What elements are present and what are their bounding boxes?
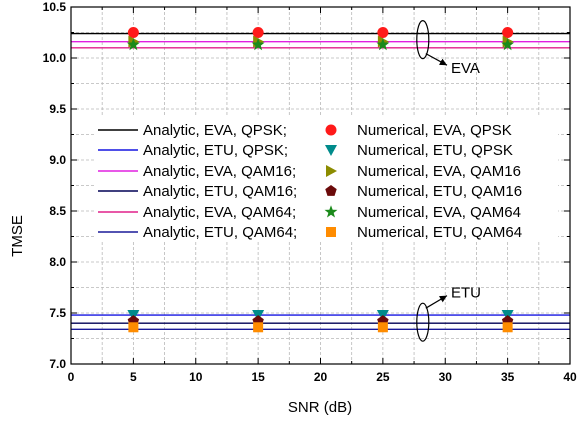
legend-entry: Numerical, ETU, QPSK [357,142,513,159]
legend-entry: Numerical, EVA, QPSK [357,122,512,139]
y-tick-label: 9.5 [49,102,66,116]
legend-entry: Analytic, EVA, QAM16; [143,163,296,180]
legend-marker-swatch [324,205,338,218]
series-layer [71,27,570,333]
y-tick-label: 7.5 [49,306,66,320]
data-point-10-3 [501,37,515,51]
legend-entry: Analytic, ETU, QAM64; [143,224,297,241]
legend-entry: Analytic, ETU, QPSK; [143,142,288,159]
data-point-11-1 [253,322,264,333]
x-tick-label: 15 [251,370,265,384]
x-tick-label: 0 [68,370,75,384]
annotation-layer: EVA ETU [416,20,481,342]
y-tick-label: 7.0 [49,357,66,371]
legend-entry: Analytic, EVA, QPSK; [143,122,287,139]
annotation-label: ETU [451,285,481,302]
y-tick-label: 8.0 [49,255,66,269]
data-point-6-2 [377,27,389,38]
y-tick-label: 8.5 [49,204,66,218]
legend-marker-swatch [325,145,337,156]
data-point-6-3 [502,27,514,38]
x-tick-label: 40 [563,370,577,384]
annotation-ellipse [416,20,430,60]
data-point-6-1 [252,27,264,38]
x-tick-label: 35 [501,370,515,384]
annotation-ellipse [416,302,430,342]
legend: Analytic, EVA, QPSK; Analytic, ETU, QPSK;… [96,117,558,241]
x-axis-label: SNR (dB) [288,399,352,416]
legend-background [96,117,558,241]
legend-marker-swatch [326,165,337,177]
legend-entry: Numerical, ETU, QAM16 [357,183,522,200]
x-tick-label: 10 [189,370,203,384]
annotation-label: EVA [451,60,480,77]
annotation-arrow [425,53,448,66]
axis-layer: 0 5 10 15 20 25 30 35 40 7.0 7.5 8.0 8.5 9.0 9.5 10.0 10… [43,0,577,384]
data-point-11-2 [377,322,388,333]
x-tick-label: 25 [376,370,390,384]
legend-entry: Numerical, EVA, QAM64 [357,204,521,221]
legend-marker-swatch [325,185,337,196]
y-tick-label: 9.0 [49,153,66,167]
legend-entry: Analytic, EVA, QAM64; [143,204,296,221]
y-tick-label: 10.0 [43,51,67,65]
legend-marker-swatch [326,227,336,237]
data-point-11-3 [502,322,513,333]
legend-entry: Numerical, ETU, QAM64 [357,224,522,241]
data-point-11-0 [128,322,139,333]
legend-marker-swatch [325,124,337,136]
legend-entry: Numerical, EVA, QAM16 [357,163,521,180]
data-point-10-1 [251,37,265,51]
data-point-6-0 [127,27,139,38]
legend-entry: Analytic, ETU, QAM16; [143,183,297,200]
x-tick-label: 20 [314,370,328,384]
data-point-10-2 [376,37,390,51]
x-tick-label: 5 [130,370,137,384]
y-axis-label: TMSE [9,215,26,257]
data-point-10-0 [126,37,140,51]
annotation-arrow [425,295,448,309]
y-tick-label: 10.5 [43,0,67,14]
x-tick-label: 30 [439,370,453,384]
